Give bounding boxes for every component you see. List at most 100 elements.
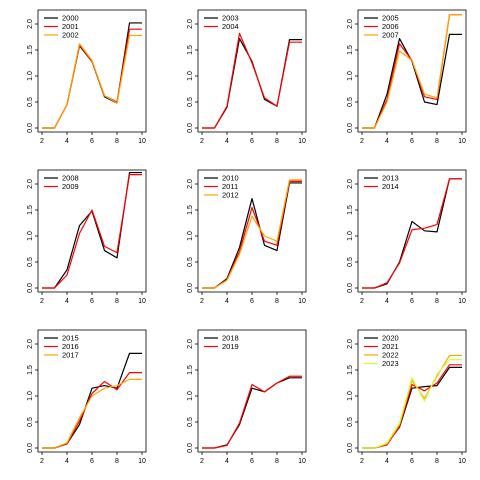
x-tick-label: 6 — [410, 298, 414, 305]
plot-frame — [197, 9, 307, 133]
legend-label: 2021 — [382, 342, 399, 351]
y-tick-label: 0.5 — [347, 97, 354, 107]
legend-label: 2003 — [222, 14, 239, 23]
x-tick-label: 6 — [90, 138, 94, 145]
x-tick-label: 10 — [298, 458, 306, 465]
y-tick-label: 1.5 — [187, 205, 194, 215]
series-line-2023 — [362, 359, 462, 449]
y-tick-label: 2.0 — [187, 339, 194, 349]
y-tick-label: 1.5 — [27, 365, 34, 375]
x-tick-label: 4 — [65, 458, 69, 465]
y-tick-label: 0.0 — [347, 123, 354, 133]
legend-label: 2018 — [222, 334, 239, 343]
y-tick-label: 0.5 — [27, 257, 34, 267]
x-tick-label: 10 — [298, 298, 306, 305]
y-tick-label: 1.0 — [347, 231, 354, 241]
x-tick-label: 4 — [385, 458, 389, 465]
series-line-2000 — [42, 22, 142, 129]
series-line-2007 — [362, 14, 462, 129]
y-tick-label: 1.0 — [187, 71, 194, 81]
legend-label: 2005 — [382, 14, 399, 23]
x-tick-label: 6 — [410, 138, 414, 145]
plot-frame — [197, 169, 307, 293]
x-tick-label: 2 — [200, 458, 204, 465]
y-tick-label: 1.0 — [347, 71, 354, 81]
y-tick-label: 0.0 — [27, 443, 34, 453]
y-tick-label: 2.0 — [187, 179, 194, 189]
x-tick-label: 10 — [458, 138, 466, 145]
y-tick-label: 1.0 — [187, 231, 194, 241]
y-tick-label: 2.0 — [187, 19, 194, 29]
plot-frame — [357, 9, 467, 133]
series-line-2016 — [42, 372, 142, 449]
series-line-2005 — [362, 33, 462, 129]
legend-label: 2010 — [222, 174, 239, 183]
y-tick-label: 0.0 — [27, 283, 34, 293]
legend-label: 2009 — [62, 182, 79, 191]
x-tick-label: 4 — [225, 298, 229, 305]
x-tick-label: 8 — [435, 298, 439, 305]
y-tick-label: 0.5 — [187, 257, 194, 267]
y-tick-label: 2.0 — [27, 339, 34, 349]
y-tick-label: 1.5 — [347, 45, 354, 55]
y-tick-label: 0.0 — [187, 283, 194, 293]
y-tick-label: 1.5 — [347, 365, 354, 375]
x-tick-label: 4 — [385, 138, 389, 145]
x-tick-label: 2 — [360, 138, 364, 145]
x-tick-label: 8 — [435, 458, 439, 465]
x-tick-label: 8 — [275, 458, 279, 465]
legend-label: 2019 — [222, 342, 239, 351]
x-tick-label: 2 — [200, 138, 204, 145]
legend-label: 2023 — [382, 359, 399, 368]
series-line-2002 — [42, 34, 142, 129]
series-line-2013 — [362, 178, 462, 289]
x-tick-label: 10 — [458, 298, 466, 305]
legend-label: 2002 — [62, 31, 79, 40]
x-tick-label: 2 — [40, 138, 44, 145]
series-line-2019 — [202, 375, 302, 449]
series-line-2004 — [202, 32, 302, 129]
x-tick-label: 4 — [385, 298, 389, 305]
x-tick-label: 2 — [360, 458, 364, 465]
x-tick-label: 6 — [250, 138, 254, 145]
y-tick-label: 1.5 — [187, 45, 194, 55]
y-tick-label: 0.0 — [27, 123, 34, 133]
x-tick-label: 6 — [90, 458, 94, 465]
y-tick-label: 0.0 — [187, 443, 194, 453]
x-tick-label: 10 — [138, 458, 146, 465]
x-tick-label: 2 — [360, 298, 364, 305]
y-tick-label: 2.0 — [347, 19, 354, 29]
legend-label: 2022 — [382, 351, 399, 360]
x-tick-label: 2 — [40, 298, 44, 305]
plot-frame — [37, 9, 147, 133]
x-tick-label: 8 — [275, 138, 279, 145]
y-tick-label: 0.0 — [347, 283, 354, 293]
y-tick-label: 1.0 — [27, 231, 34, 241]
x-tick-label: 6 — [250, 458, 254, 465]
y-tick-label: 0.5 — [27, 97, 34, 107]
y-tick-label: 0.0 — [187, 123, 194, 133]
legend-label: 2014 — [382, 182, 399, 191]
series-line-2018 — [202, 377, 302, 449]
legend-label: 2012 — [222, 191, 239, 200]
x-tick-label: 4 — [225, 458, 229, 465]
legend-label: 2004 — [222, 22, 239, 31]
legend-label: 2008 — [62, 174, 79, 183]
x-tick-label: 6 — [250, 298, 254, 305]
legend-label: 2006 — [382, 22, 399, 31]
series-line-2012 — [202, 179, 302, 289]
x-tick-label: 10 — [138, 298, 146, 305]
x-tick-label: 8 — [115, 138, 119, 145]
series-line-2001 — [42, 28, 142, 129]
plot-frame — [37, 169, 147, 293]
x-tick-label: 10 — [298, 138, 306, 145]
